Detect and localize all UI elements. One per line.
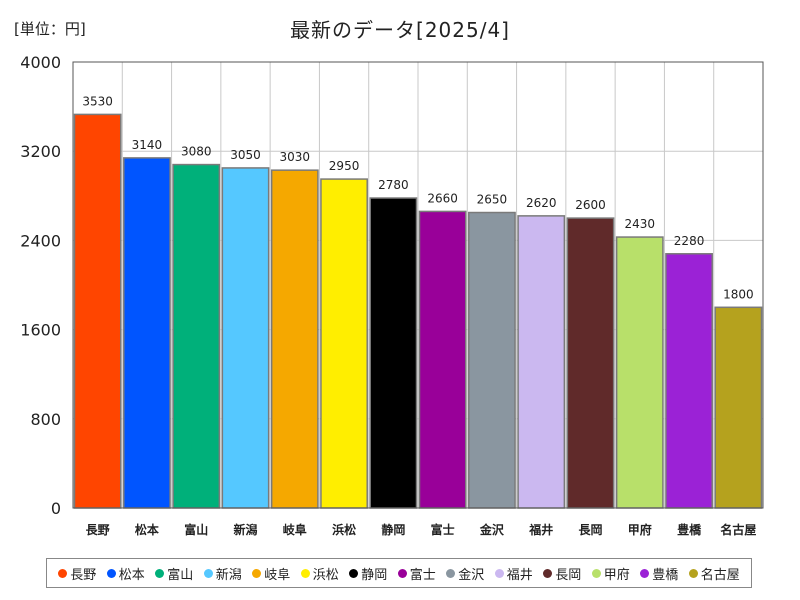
legend-swatch [300, 568, 310, 578]
legend-swatch [155, 568, 165, 578]
x-tick-label: 松本 [135, 522, 159, 537]
legend-swatch [446, 568, 456, 578]
legend-swatch [252, 568, 262, 578]
legend-swatch [203, 568, 213, 578]
y-tick-label: 3200 [20, 142, 61, 161]
legend-label: 富山 [167, 567, 194, 583]
data-label: 3140 [132, 138, 163, 152]
data-label: 2660 [427, 191, 458, 205]
legend-item: 福井 [494, 564, 533, 583]
x-tick-label: 富士 [431, 522, 455, 537]
legend-swatch [494, 568, 504, 578]
bar [73, 113, 122, 509]
legend-label: 静岡 [361, 567, 388, 583]
data-label: 2950 [329, 159, 360, 173]
data-label: 2620 [526, 196, 557, 210]
legend-item: 松本 [106, 564, 145, 583]
chart-title: 最新のデータ[2025/4] [290, 18, 510, 42]
legend-label: 浜松 [312, 567, 339, 583]
y-tick-label: 0 [51, 499, 61, 518]
bar [566, 217, 615, 509]
unit-label: [単位：円] [14, 20, 86, 38]
legend-item: 岐阜 [252, 564, 290, 583]
legend-item: 長岡 [543, 564, 581, 583]
data-label: 3030 [280, 150, 311, 164]
data-label: 2280 [674, 234, 705, 248]
x-tick-label: 岐阜 [283, 522, 307, 537]
data-label: 2650 [477, 193, 508, 207]
x-tick-label: 甲府 [628, 522, 652, 537]
data-label: 2600 [575, 198, 606, 212]
y-tick-label: 2400 [20, 231, 61, 250]
y-tick-label: 800 [30, 410, 61, 429]
bar [320, 178, 368, 509]
x-tick-label: 新潟 [233, 522, 257, 537]
legend: 長野 松本 富山 新潟 岐阜 浜松 静岡 富士 金沢 福井 長岡 甲府 豊橋 名古屋 [46, 558, 752, 588]
legend-swatch [106, 568, 116, 578]
legend-label: 甲府 [603, 567, 630, 583]
plot-border [72, 61, 764, 509]
legend-item: 富士 [397, 564, 436, 583]
legend-label: 金沢 [458, 567, 485, 583]
x-tick-label: 長岡 [578, 522, 602, 537]
bar [369, 197, 418, 509]
data-label: 2430 [625, 217, 656, 231]
bar [418, 210, 467, 509]
legend-label: 富士 [409, 567, 436, 583]
legend-item: 新潟 [203, 564, 242, 583]
legend-label: 豊橋 [652, 567, 679, 583]
bar [123, 157, 171, 509]
data-label: 3530 [82, 94, 113, 108]
legend-item: 金沢 [446, 564, 484, 583]
data-label: 3080 [181, 145, 212, 159]
legend-swatch [688, 568, 698, 578]
data-label: 2780 [378, 178, 409, 192]
legend-item: 甲府 [591, 564, 630, 583]
legend-swatch [591, 568, 601, 578]
legend-swatch [640, 568, 650, 578]
y-tick-label: 1600 [20, 321, 61, 340]
legend-label: 岐阜 [264, 567, 291, 583]
x-tick-label: 福井 [528, 522, 553, 537]
legend-label: 名古屋 [700, 567, 740, 583]
data-label: 3050 [230, 148, 261, 162]
x-tick-label: 浜松 [332, 522, 356, 537]
legend-label: 福井 [506, 567, 533, 583]
legend-swatch [58, 568, 68, 578]
legend-label: 長野 [70, 567, 97, 583]
bar [615, 236, 664, 509]
x-tick-label: 金沢 [479, 522, 505, 537]
bar [468, 211, 516, 509]
bar [270, 169, 319, 509]
legend-swatch [543, 568, 553, 578]
bar [714, 306, 763, 509]
bar [221, 167, 270, 509]
legend-label: 松本 [118, 567, 145, 583]
bar [665, 253, 713, 509]
legend-label: 長岡 [555, 567, 582, 583]
legend-item: 静岡 [349, 564, 387, 583]
legend-item: 名古屋 [688, 564, 740, 583]
legend-label: 新潟 [215, 567, 242, 583]
y-tick-label: 4000 [20, 53, 61, 72]
legend-swatch [397, 568, 407, 578]
legend-item: 浜松 [300, 564, 339, 583]
data-label: 1800 [723, 287, 754, 301]
bar [517, 215, 566, 509]
legend-item: 富山 [155, 564, 193, 583]
x-tick-label: 長野 [86, 522, 110, 537]
bar [172, 163, 221, 509]
x-tick-label: 静岡 [381, 522, 405, 537]
legend-item: 長野 [58, 564, 96, 583]
legend-swatch [349, 568, 359, 578]
x-tick-label: 富山 [184, 522, 208, 537]
x-tick-label: 豊橋 [677, 522, 702, 537]
x-tick-label: 名古屋 [720, 522, 756, 537]
legend-item: 豊橋 [640, 564, 678, 583]
